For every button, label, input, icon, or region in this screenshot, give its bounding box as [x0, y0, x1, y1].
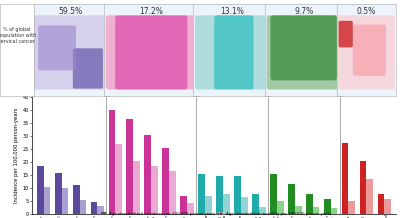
FancyBboxPatch shape: [270, 15, 337, 80]
Bar: [234, 176, 241, 214]
Bar: [259, 207, 266, 214]
Bar: [187, 203, 194, 214]
Text: 17.2%: 17.2%: [139, 7, 163, 16]
Bar: [306, 194, 313, 214]
Bar: [342, 143, 348, 214]
Bar: [73, 185, 80, 214]
FancyBboxPatch shape: [353, 24, 386, 76]
Text: % of global
population with
cervical cancer: % of global population with cervical can…: [0, 27, 36, 44]
Bar: [384, 199, 391, 214]
Bar: [108, 110, 115, 214]
Bar: [277, 201, 284, 214]
Bar: [366, 179, 373, 214]
Bar: [348, 201, 355, 214]
FancyBboxPatch shape: [106, 15, 197, 90]
FancyBboxPatch shape: [34, 15, 108, 90]
FancyBboxPatch shape: [338, 15, 395, 90]
Bar: [288, 184, 295, 214]
Bar: [98, 206, 104, 214]
Bar: [378, 194, 384, 214]
Bar: [330, 208, 337, 214]
Bar: [198, 174, 205, 214]
FancyBboxPatch shape: [339, 21, 353, 47]
Bar: [241, 197, 248, 214]
Text: 59.5%: 59.5%: [58, 7, 83, 16]
Bar: [55, 173, 62, 214]
FancyBboxPatch shape: [38, 26, 76, 70]
Bar: [144, 135, 151, 214]
Bar: [133, 161, 140, 214]
FancyBboxPatch shape: [73, 48, 103, 89]
Bar: [151, 166, 158, 214]
Bar: [91, 202, 98, 214]
Bar: [126, 119, 133, 214]
Bar: [360, 161, 366, 214]
Bar: [205, 196, 212, 214]
Bar: [162, 148, 169, 214]
Legend: Age-standardized incidence per 100,000 person-years, Age-standardized mortality : Age-standardized incidence per 100,000 p…: [101, 212, 331, 216]
FancyBboxPatch shape: [115, 15, 187, 90]
Bar: [216, 176, 223, 214]
FancyBboxPatch shape: [267, 15, 341, 90]
Text: 13.1%: 13.1%: [220, 7, 244, 16]
Bar: [115, 144, 122, 214]
Bar: [80, 200, 86, 214]
Bar: [180, 196, 187, 214]
Bar: [169, 171, 176, 214]
Text: 9.7%: 9.7%: [294, 7, 313, 16]
Y-axis label: Incidence per 100,000 person-years: Incidence per 100,000 person-years: [14, 108, 20, 203]
Text: 0.5%: 0.5%: [357, 7, 376, 16]
Bar: [324, 199, 330, 214]
FancyBboxPatch shape: [214, 15, 254, 90]
Bar: [37, 166, 44, 214]
FancyBboxPatch shape: [195, 15, 269, 90]
Bar: [270, 174, 277, 214]
Bar: [252, 194, 259, 214]
Bar: [44, 187, 50, 214]
Bar: [62, 188, 68, 214]
Bar: [223, 194, 230, 214]
Bar: [295, 206, 302, 214]
Bar: [313, 207, 320, 214]
